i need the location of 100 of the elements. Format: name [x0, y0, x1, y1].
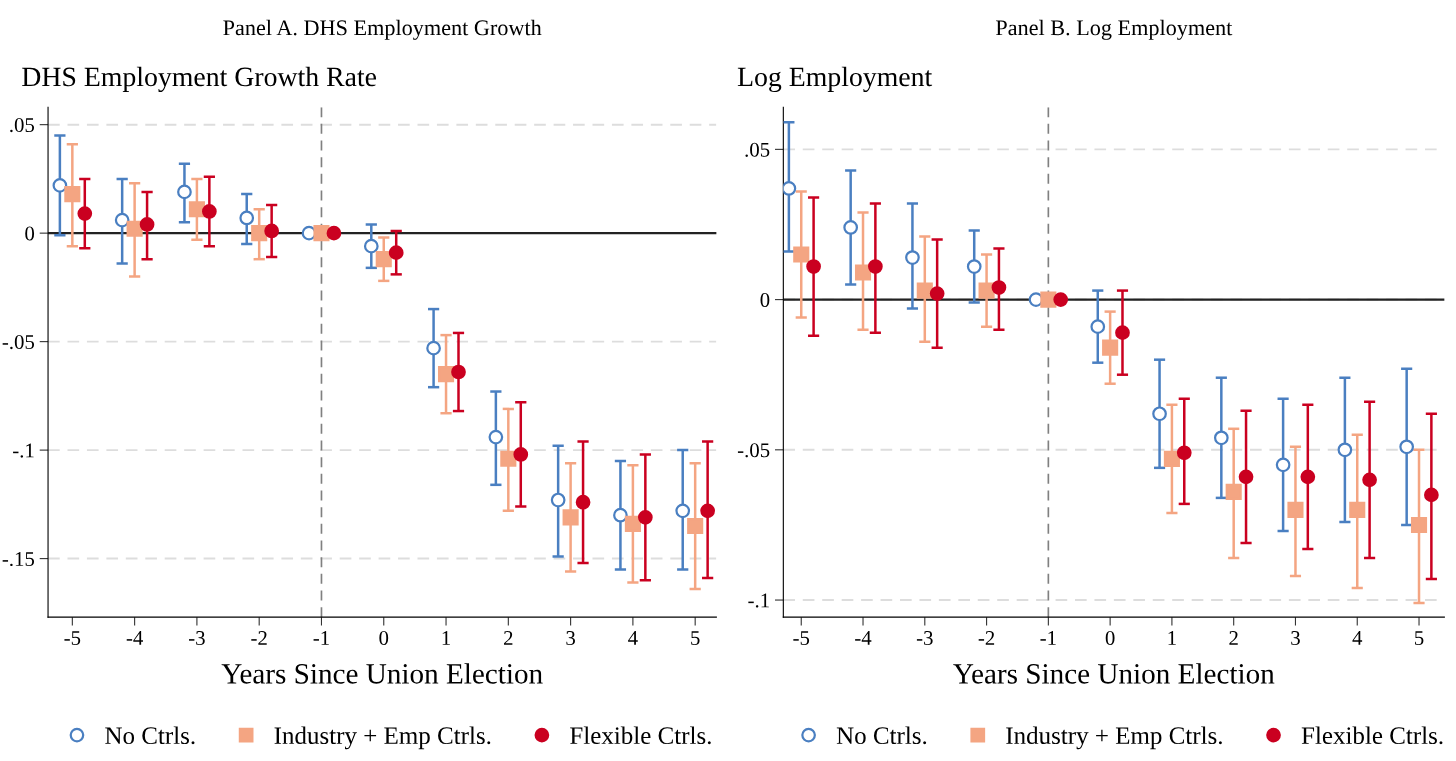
x-tick-label: 1: [1168, 631, 1176, 645]
point: [264, 223, 280, 239]
x-tick-label: 2: [504, 631, 513, 645]
x-tick-label: 5: [691, 631, 700, 646]
point: [1300, 469, 1316, 485]
point: [251, 225, 268, 242]
point: [1152, 406, 1167, 422]
point: [1090, 319, 1106, 334]
point: [1287, 501, 1304, 518]
x-tick-label: 4: [1352, 631, 1363, 645]
point: [916, 282, 933, 299]
point: [1424, 487, 1439, 503]
y-tick-label: .05: [10, 118, 35, 133]
point: [52, 178, 68, 193]
x-tick-label: -1: [1040, 631, 1056, 645]
point: [806, 259, 821, 274]
point: [1176, 445, 1192, 461]
point: [1349, 501, 1366, 518]
point: [64, 186, 81, 203]
point: [1275, 457, 1291, 473]
point: [1238, 469, 1254, 485]
legend-label: Industry + Emp Ctrls.: [274, 726, 491, 750]
point: [313, 225, 330, 242]
point: [202, 204, 217, 219]
x-tick-label: -4: [855, 631, 872, 645]
point: [451, 364, 466, 380]
legend-label: Flexible Ctrls.: [570, 726, 711, 745]
point: [854, 264, 872, 281]
point: [966, 259, 982, 274]
chart-title: Panel A. DHS Employment Growth: [223, 19, 542, 40]
x-axis-title: Years Since Union Election: [953, 663, 1275, 684]
point: [388, 245, 404, 261]
legend-label: Industry + Emp Ctrls.: [1006, 726, 1222, 750]
x-tick-label: -2: [978, 631, 995, 645]
point: [793, 246, 810, 263]
point: [114, 212, 130, 228]
point: [624, 515, 641, 532]
y-tick-label: -.05: [737, 443, 770, 458]
x-tick-label: -4: [126, 631, 143, 645]
point: [500, 450, 517, 467]
point: [488, 429, 504, 445]
point: [562, 509, 579, 526]
point: [613, 507, 628, 523]
point: [1410, 516, 1428, 533]
y-tick-label: -.1: [13, 443, 34, 458]
point: [978, 282, 995, 299]
y-axis-title: Log Employment: [737, 66, 933, 92]
point: [637, 510, 653, 525]
point: [1213, 430, 1229, 446]
x-tick-label: -5: [64, 631, 81, 646]
x-tick-label: 3: [1291, 631, 1300, 646]
point: [326, 225, 342, 241]
x-axis-title: Years Since Union Election: [221, 663, 543, 684]
point: [1053, 292, 1069, 307]
point: [139, 217, 155, 232]
point: [868, 259, 883, 274]
point: [700, 503, 715, 519]
x-tick-label: 2: [1229, 631, 1238, 645]
point: [905, 250, 920, 265]
y-tick-label: 0: [25, 226, 35, 241]
y-tick-label: -.15: [2, 552, 35, 567]
point: [1115, 325, 1130, 340]
point: [1225, 483, 1242, 500]
legend-label: No Ctrls.: [836, 726, 927, 745]
y-tick-label: 0: [760, 292, 770, 308]
x-tick-label: -5: [793, 631, 810, 646]
point: [1362, 472, 1377, 488]
x-tick-label: -3: [916, 631, 933, 646]
x-tick-label: -2: [251, 631, 267, 645]
point: [550, 492, 566, 508]
point: [1399, 439, 1415, 455]
chart-title: Panel B. Log Employment: [995, 19, 1233, 40]
x-tick-label: -1: [313, 631, 329, 645]
point: [991, 280, 1007, 295]
y-axis-title: DHS Employment Growth Rate: [22, 66, 377, 92]
point: [375, 251, 392, 268]
point: [426, 340, 441, 356]
x-tick-label: -3: [189, 631, 205, 646]
point: [1102, 339, 1119, 356]
point: [575, 494, 591, 510]
point: [513, 447, 529, 462]
point: [1040, 291, 1057, 308]
x-tick-label: 0: [1105, 630, 1115, 646]
point: [188, 201, 205, 218]
point: [177, 184, 192, 200]
point: [1163, 450, 1180, 467]
y-tick-label: -.1: [748, 593, 769, 608]
x-tick-label: 3: [566, 631, 575, 646]
point: [1337, 442, 1353, 458]
point: [363, 238, 379, 254]
x-tick-label: 1: [442, 631, 450, 645]
point: [687, 517, 704, 535]
x-tick-label: 4: [628, 631, 638, 645]
x-tick-label: 5: [1415, 631, 1424, 646]
point: [77, 206, 93, 221]
point: [929, 286, 945, 301]
point: [126, 220, 143, 237]
point: [239, 210, 255, 226]
x-tick-label: 0: [379, 630, 389, 646]
legend-label: Flexible Ctrls.: [1301, 726, 1443, 745]
